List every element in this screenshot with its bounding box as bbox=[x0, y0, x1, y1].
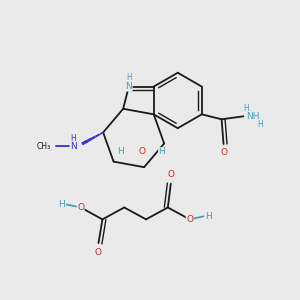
Text: O: O bbox=[95, 248, 102, 256]
Text: CH₃: CH₃ bbox=[37, 142, 51, 151]
Text: O: O bbox=[139, 148, 145, 157]
Text: H: H bbox=[58, 200, 65, 209]
Text: H: H bbox=[205, 212, 212, 221]
Text: O: O bbox=[77, 203, 84, 212]
Text: N: N bbox=[70, 142, 77, 151]
Text: O: O bbox=[167, 170, 174, 179]
Text: H: H bbox=[158, 148, 165, 157]
Text: H: H bbox=[70, 134, 76, 143]
Text: O: O bbox=[220, 148, 227, 158]
Text: NH: NH bbox=[246, 112, 260, 121]
Text: N: N bbox=[125, 82, 132, 91]
Text: H: H bbox=[126, 73, 132, 82]
Text: O: O bbox=[186, 215, 193, 224]
Text: H: H bbox=[244, 104, 249, 113]
Text: H: H bbox=[257, 120, 263, 129]
Text: H: H bbox=[117, 148, 124, 157]
